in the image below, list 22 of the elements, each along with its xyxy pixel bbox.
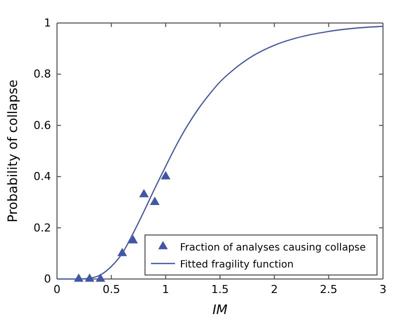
point xyxy=(160,171,170,180)
y-tick-label: 0 xyxy=(44,272,51,286)
x-tick-label: 2 xyxy=(270,282,278,296)
y-tick-label: 0.2 xyxy=(34,221,51,234)
legend-label: Fitted fragility function xyxy=(180,260,294,270)
y-tick-label: 0.6 xyxy=(34,118,51,132)
point xyxy=(150,196,160,205)
x-tick-label: 1.5 xyxy=(211,282,229,296)
x-tick-label: 0 xyxy=(54,282,60,296)
y-tick-label: 0.4 xyxy=(34,170,51,184)
y-tick-label: 0.8 xyxy=(34,68,51,81)
x-tick-label: 1 xyxy=(162,282,170,296)
x-tick-label: 0.5 xyxy=(102,282,120,296)
x-tick-label: 2.5 xyxy=(320,282,338,296)
y-tick-label: 1 xyxy=(44,16,51,30)
legend-label: Fraction of analyses causing collapse xyxy=(180,242,366,254)
point xyxy=(96,273,106,282)
point xyxy=(139,188,149,198)
x-axis-title: IM xyxy=(212,303,228,318)
y-axis-title: Probability of collapse xyxy=(6,80,21,222)
x-tick-label: 3 xyxy=(380,282,386,296)
point xyxy=(128,235,138,244)
